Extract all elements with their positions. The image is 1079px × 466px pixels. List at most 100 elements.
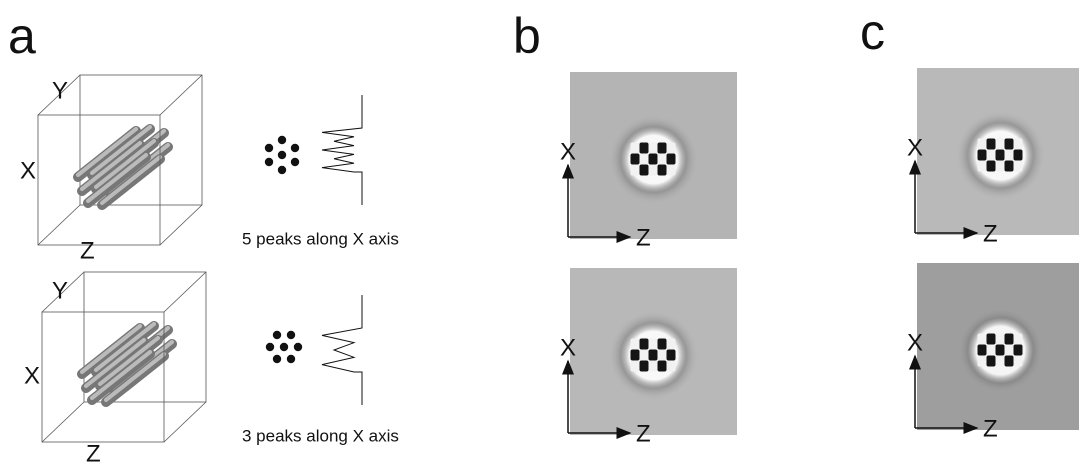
density-cell <box>996 161 1005 172</box>
density-cell <box>649 154 658 165</box>
density-cell <box>1014 150 1023 161</box>
density-cell <box>649 350 658 361</box>
axis-label: X <box>24 362 40 389</box>
atom-dot <box>273 331 281 339</box>
density-cell <box>1005 334 1014 345</box>
atom-dot <box>291 158 299 166</box>
axis-label: Z <box>636 224 651 251</box>
density-cell <box>987 139 996 150</box>
density-cell <box>658 361 667 372</box>
atom-dot <box>291 144 299 152</box>
density-cell <box>996 356 1005 367</box>
density-cell <box>640 154 649 165</box>
density-cell <box>631 165 640 176</box>
density-cell <box>631 143 640 154</box>
density-cell <box>658 165 667 176</box>
density-cell <box>996 150 1005 161</box>
axis-label: Z <box>983 415 998 442</box>
axis-label: Z <box>80 237 95 264</box>
density-cell <box>667 143 676 154</box>
density-cell <box>1014 139 1023 150</box>
axis-label: Z <box>636 420 651 447</box>
density-cell <box>987 334 996 345</box>
density-cell <box>1005 345 1014 356</box>
density-cell <box>978 139 987 150</box>
density-cell <box>658 154 667 165</box>
density-cell <box>649 361 658 372</box>
density-cell <box>667 154 676 165</box>
density-cell <box>631 339 640 350</box>
density-cell <box>1014 334 1023 345</box>
caption: 3 peaks along X axis <box>242 426 399 445</box>
density-cell <box>987 150 996 161</box>
density-cell <box>649 143 658 154</box>
box-edge <box>160 75 202 115</box>
box-edge <box>42 402 84 442</box>
density-cell <box>1014 345 1023 356</box>
figure: abcYXZ5 peaks along X axisYXZ3 peaks alo… <box>0 0 1079 466</box>
density-cell <box>987 161 996 172</box>
axis-label: X <box>907 329 923 356</box>
axis-label: X <box>907 134 923 161</box>
density-cell <box>987 356 996 367</box>
axis-label: X <box>560 334 576 361</box>
atom-dot <box>265 144 273 152</box>
density-cell <box>658 339 667 350</box>
atom-dot <box>280 343 288 351</box>
density-cell <box>640 143 649 154</box>
density-cell <box>978 345 987 356</box>
atom-dot <box>278 136 286 144</box>
density-cell <box>667 339 676 350</box>
panel-label: b <box>513 8 541 64</box>
atom-dot <box>287 331 295 339</box>
density-cell <box>1005 150 1014 161</box>
density-cell <box>640 350 649 361</box>
axis-label: Z <box>86 440 101 466</box>
density-cell <box>640 339 649 350</box>
density-cell <box>631 154 640 165</box>
axis-label: X <box>560 138 576 165</box>
density-cell <box>1005 161 1014 172</box>
density-cell <box>1005 356 1014 367</box>
density-cell <box>631 361 640 372</box>
axis-label: Z <box>983 220 998 247</box>
atom-dot <box>265 158 273 166</box>
density-cell <box>640 165 649 176</box>
atom-dot <box>287 355 295 363</box>
density-cell <box>649 165 658 176</box>
box-edge <box>164 272 206 312</box>
density-cell <box>649 339 658 350</box>
density-cell <box>1014 161 1023 172</box>
density-cell <box>996 334 1005 345</box>
density-cell <box>1005 139 1014 150</box>
axis-label: X <box>20 157 36 184</box>
density-cell <box>658 143 667 154</box>
panel-label: c <box>860 4 885 60</box>
atom-dot <box>278 166 286 174</box>
density-cell <box>987 345 996 356</box>
density-cell <box>658 350 667 361</box>
density-cell <box>978 356 987 367</box>
caption: 5 peaks along X axis <box>242 229 399 248</box>
box-edge <box>160 205 202 245</box>
density-cell <box>667 350 676 361</box>
axis-label: Y <box>52 77 68 104</box>
box-edge <box>38 205 80 245</box>
atom-dot <box>294 343 302 351</box>
density-cell <box>978 334 987 345</box>
density-cell <box>978 150 987 161</box>
density-cell <box>978 161 987 172</box>
density-cell <box>1014 356 1023 367</box>
peak-trace <box>322 295 362 405</box>
atom-dot <box>266 343 274 351</box>
axis-label: Y <box>52 277 68 304</box>
density-cell <box>667 361 676 372</box>
density-cell <box>640 361 649 372</box>
density-cell <box>996 139 1005 150</box>
density-cell <box>667 165 676 176</box>
atom-dot <box>278 151 286 159</box>
peak-trace <box>322 95 362 205</box>
atom-dot <box>273 355 281 363</box>
box-edge <box>164 402 206 442</box>
density-cell <box>631 350 640 361</box>
